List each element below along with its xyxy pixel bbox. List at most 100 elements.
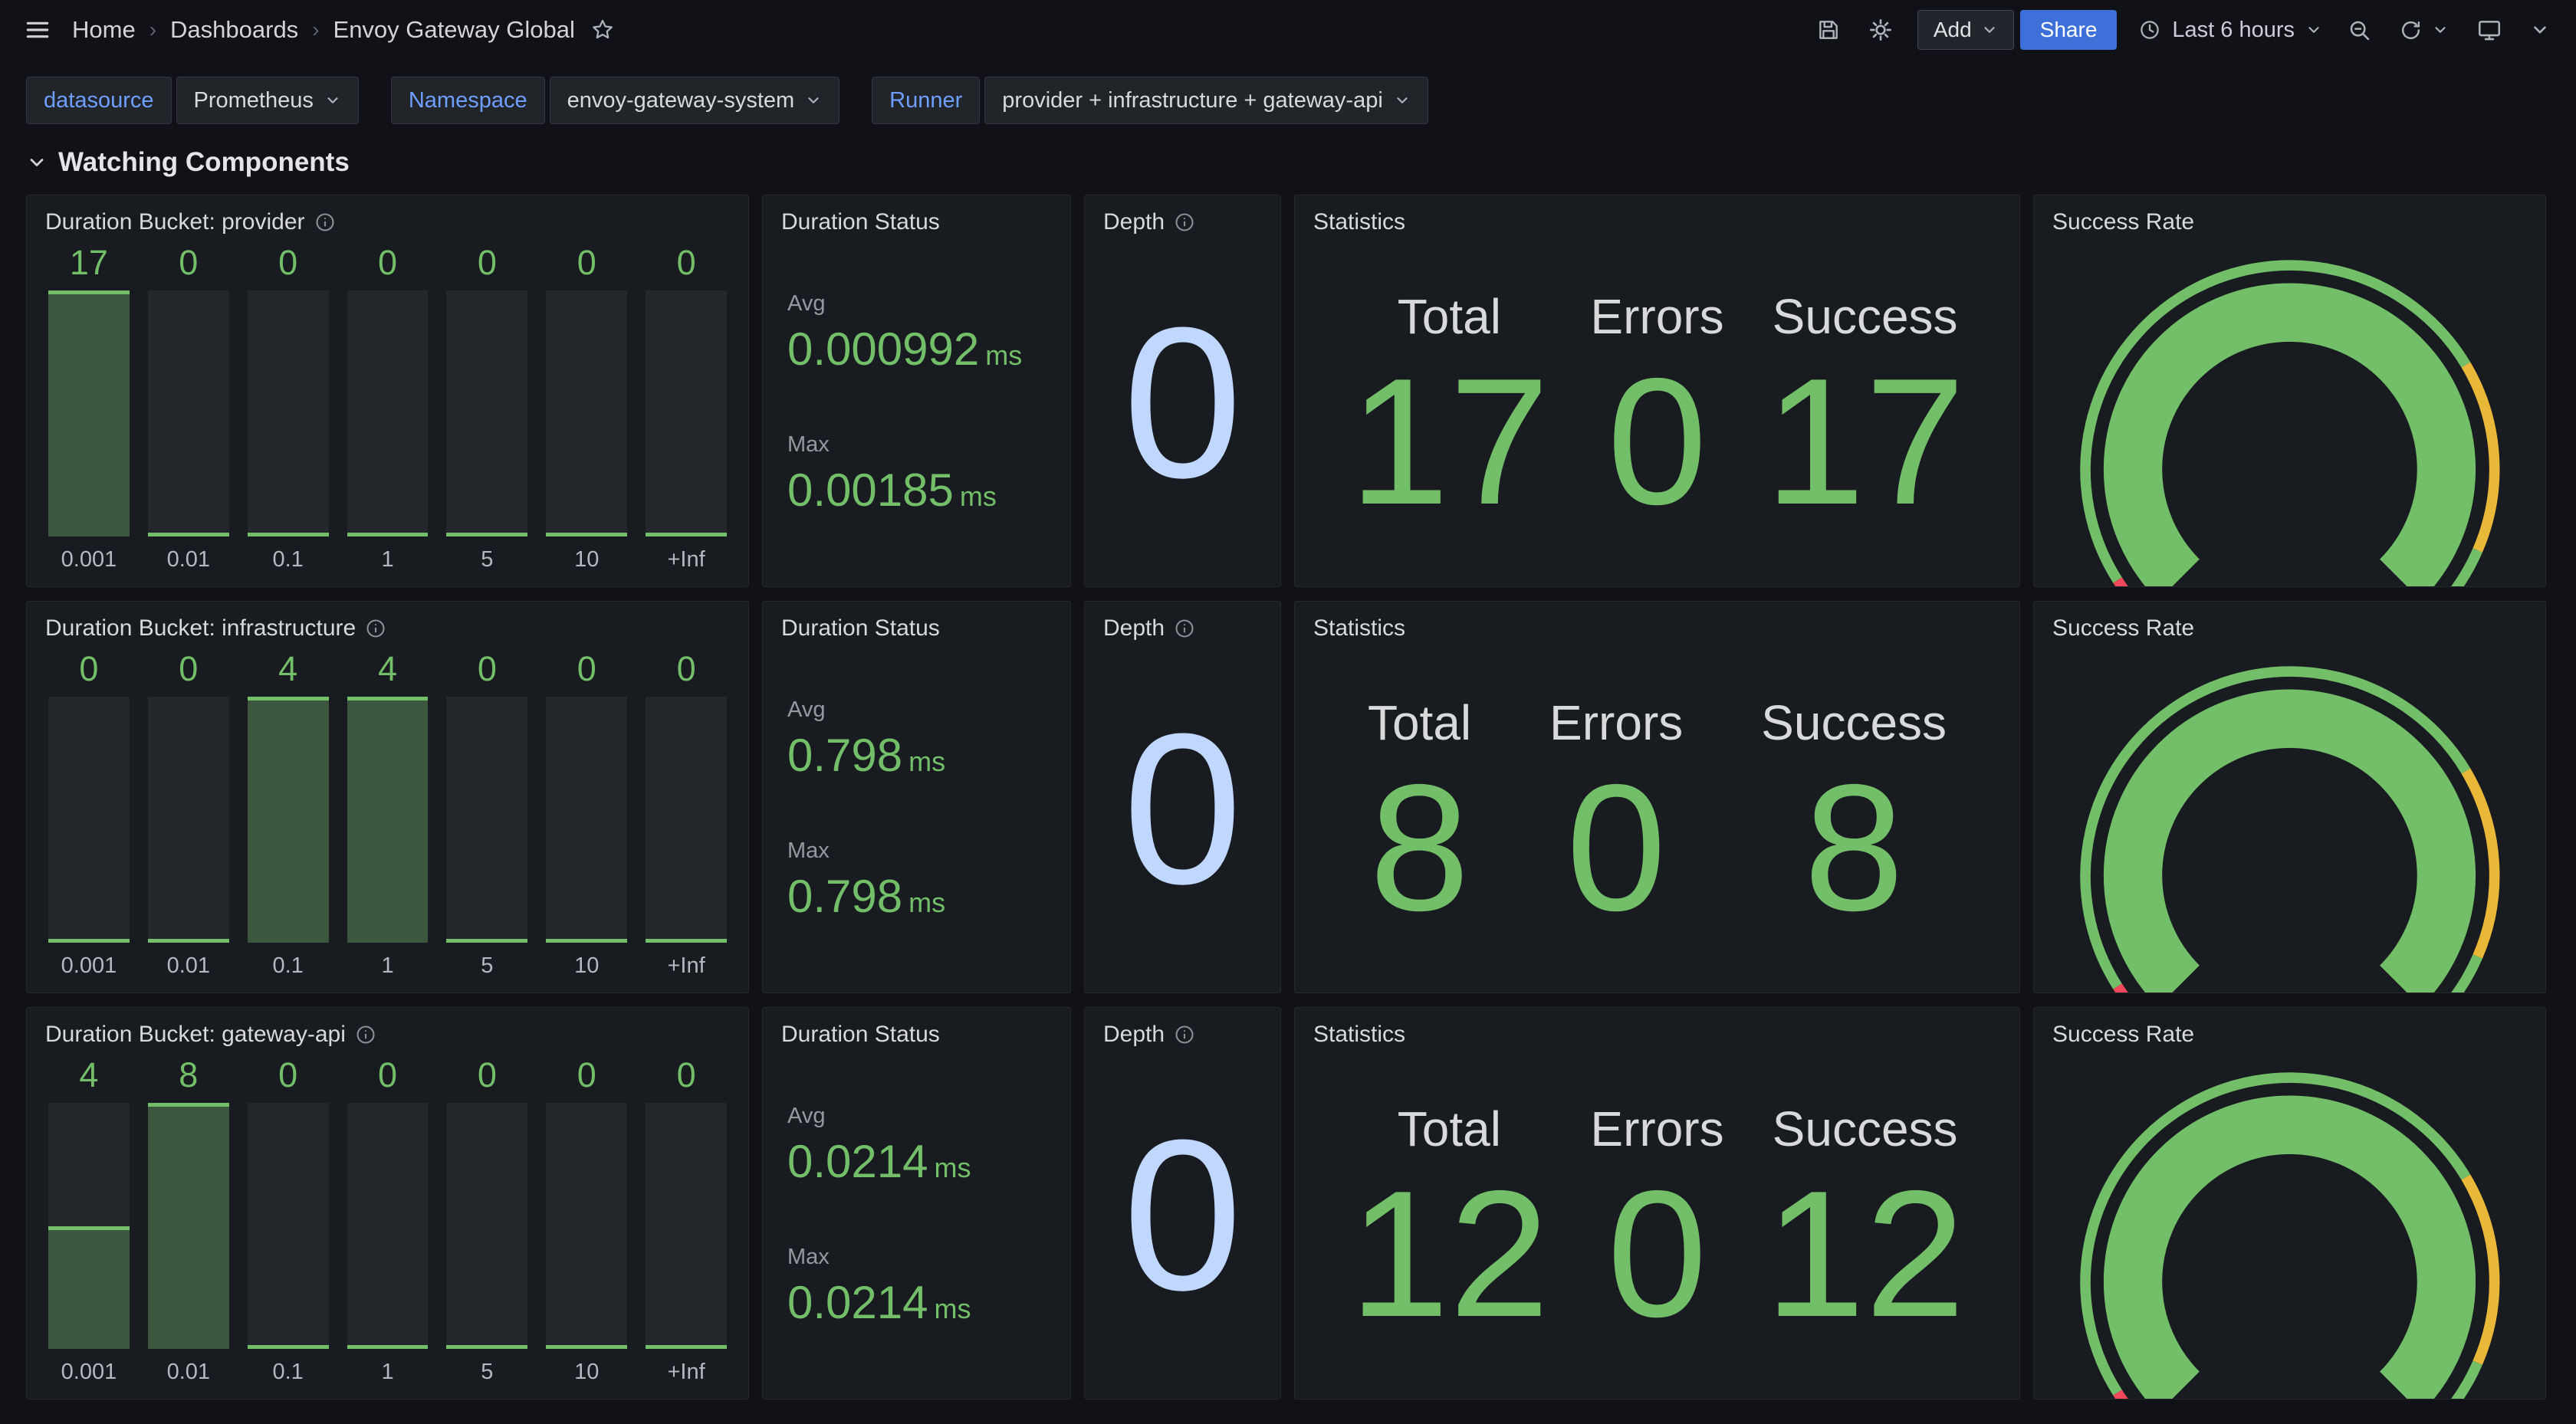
collapse-navbar-chevron-icon[interactable] <box>2527 17 2553 43</box>
bucket-bar-fill <box>148 1103 229 1349</box>
breadcrumb-separator: › <box>312 18 319 42</box>
share-button[interactable]: Share <box>2020 10 2118 50</box>
breadcrumb-current[interactable]: Envoy Gateway Global <box>334 16 575 44</box>
avg-metric: Avg 0.000992ms <box>787 291 1063 376</box>
bucket-column: 05 <box>446 1055 527 1385</box>
bucket-value: 0 <box>478 649 497 689</box>
info-icon[interactable] <box>1174 1024 1195 1045</box>
bucket-label: 1 <box>381 547 393 573</box>
section-title: Watching Components <box>58 147 350 178</box>
panel-title: Duration Bucket: provider <box>45 209 305 235</box>
panel-header[interactable]: Duration Status <box>763 195 1070 240</box>
stat-value: 12 <box>1349 1177 1549 1330</box>
bucket-column: 00.001 <box>48 649 130 979</box>
breadcrumb: Home › Dashboards › Envoy Gateway Global <box>72 16 615 44</box>
bucket-value: 4 <box>378 649 397 689</box>
bucket-bar-fill <box>546 939 627 943</box>
stat-label: Success <box>1773 288 1958 345</box>
dashboard-settings-gear-icon[interactable] <box>1865 15 1896 45</box>
variable-runner-select[interactable]: provider + infrastructure + gateway-api <box>984 77 1428 124</box>
panel-header[interactable]: Depth <box>1085 1008 1280 1052</box>
panel-header[interactable]: Success Rate <box>2034 1008 2545 1052</box>
time-range-picker[interactable]: Last 6 hours <box>2138 18 2322 43</box>
bucket-label: 1 <box>381 953 393 979</box>
info-icon[interactable] <box>1174 618 1195 639</box>
panel-header[interactable]: Statistics <box>1295 195 2019 240</box>
stat-value: 8 <box>1804 771 1904 924</box>
bucket-label: +Inf <box>667 953 705 979</box>
stat-column-errors: Errors0 <box>1590 1101 1723 1330</box>
bucket-bar <box>347 290 429 536</box>
breadcrumb-home[interactable]: Home <box>72 16 136 44</box>
bucket-bar-fill <box>347 1345 429 1349</box>
panel-header[interactable]: Duration Status <box>763 602 1070 646</box>
panel-header[interactable]: Statistics <box>1295 602 2019 646</box>
metric-unit: ms <box>909 887 945 918</box>
bucket-label: 0.01 <box>167 1360 210 1385</box>
bucket-bar-fill <box>248 697 329 943</box>
bucket-bar-fill <box>546 533 627 536</box>
bucket-bar-fill <box>446 939 527 943</box>
variable-datasource: datasource Prometheus <box>26 77 359 124</box>
info-icon[interactable] <box>365 618 386 639</box>
save-dashboard-icon[interactable] <box>1813 15 1844 45</box>
bucket-bar-fill <box>248 533 329 536</box>
depth-value: 0 <box>1123 1108 1243 1323</box>
stat-value: 0 <box>1607 1177 1707 1330</box>
panel-duration-bucket-infrastructure: Duration Bucket: infrastructure 00.001 0 0… <box>26 601 749 993</box>
bucket-bar <box>248 290 329 536</box>
kiosk-monitor-icon[interactable] <box>2473 14 2505 46</box>
bucket-bar <box>48 1103 130 1349</box>
panel-header[interactable]: Success Rate <box>2034 602 2545 646</box>
hamburger-menu-icon[interactable] <box>23 15 52 44</box>
zoom-out-icon[interactable] <box>2344 15 2374 45</box>
metric-value: 0.0214ms <box>787 1135 1063 1188</box>
success-gauge-value: 100% <box>2034 982 2545 993</box>
bucket-value: 0 <box>577 243 596 283</box>
refresh-icon[interactable] <box>2396 15 2426 45</box>
refresh-interval-chevron-icon[interactable] <box>2429 18 2452 41</box>
panel-success-rate-gateway-api: Success Rate 100% <box>2033 1007 2546 1399</box>
panel-header[interactable]: Depth <box>1085 602 1280 646</box>
variable-namespace-select[interactable]: envoy-gateway-system <box>550 77 840 124</box>
panel-depth-gateway-api: Depth 0 <box>1084 1007 1281 1399</box>
info-icon[interactable] <box>314 212 336 233</box>
chevron-down-icon <box>1981 21 1998 38</box>
bucket-value: 0 <box>677 1055 696 1095</box>
depth-body: 0 <box>1085 240 1280 586</box>
panel-header[interactable]: Depth <box>1085 195 1280 240</box>
star-icon[interactable] <box>590 18 615 42</box>
duration-status-body: Avg 0.798ms Max 0.798ms <box>763 646 1070 993</box>
panel-header[interactable]: Duration Status <box>763 1008 1070 1052</box>
bucket-value: 0 <box>179 649 198 689</box>
success-gauge-value: 100% <box>2034 1388 2545 1399</box>
variable-runner: Runner provider + infrastructure + gatew… <box>872 77 1428 124</box>
row-section-toggle[interactable]: Watching Components <box>0 132 2576 189</box>
panel-title: Duration Status <box>781 615 940 641</box>
add-button[interactable]: Add <box>1917 10 2014 50</box>
variable-datasource-select[interactable]: Prometheus <box>176 77 359 124</box>
bucket-value: 0 <box>577 1055 596 1095</box>
chevron-down-icon <box>2305 21 2322 38</box>
panel-header[interactable]: Duration Bucket: provider <box>27 195 748 240</box>
bucket-bar-fill <box>148 939 229 943</box>
duration-bucket-chart: 40.00180.0100.101050100+Inf <box>27 1052 748 1399</box>
avg-metric: Avg 0.798ms <box>787 697 1063 782</box>
panel-header[interactable]: Statistics <box>1295 1008 2019 1052</box>
bucket-value: 0 <box>478 1055 497 1095</box>
panel-header[interactable]: Success Rate <box>2034 195 2545 240</box>
metric-value: 0.798ms <box>787 870 1063 923</box>
panel-header[interactable]: Duration Bucket: infrastructure <box>27 602 748 646</box>
bucket-bar <box>148 1103 229 1349</box>
depth-value: 0 <box>1123 702 1243 917</box>
dashboard-grid: Duration Bucket: provider 170.00100.0100… <box>0 189 2576 1412</box>
metric-label: Avg <box>787 291 1063 317</box>
info-icon[interactable] <box>355 1024 376 1045</box>
panel-header[interactable]: Duration Bucket: gateway-api <box>27 1008 748 1052</box>
bucket-column: 00.1 <box>248 1055 329 1385</box>
metric-label: Avg <box>787 697 1063 723</box>
breadcrumb-dashboards[interactable]: Dashboards <box>170 16 298 44</box>
info-icon[interactable] <box>1174 212 1195 233</box>
clock-history-icon <box>2138 18 2161 41</box>
stat-value: 12 <box>1765 1177 1965 1330</box>
